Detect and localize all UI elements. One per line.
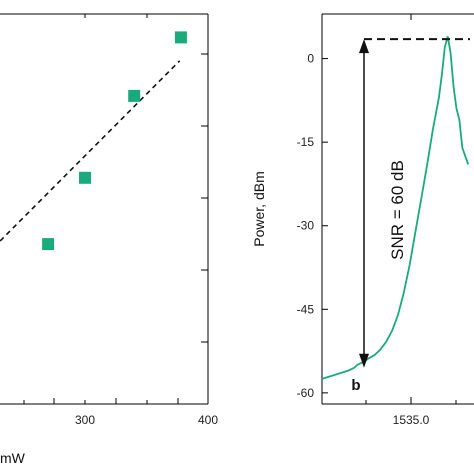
data-points: [42, 31, 187, 251]
right-panel: 0 -15 -30 -45 -60 1535.0 Power, dBm SNR = 60…: [251, 13, 474, 427]
data-point: [128, 89, 141, 102]
right-x-tick-label: 1535.0: [393, 413, 430, 427]
fit-line-segment: [0, 60, 181, 243]
data-point: [42, 238, 55, 251]
left-right-ticks: [201, 53, 208, 343]
y-tick-label: -15: [297, 135, 315, 149]
panel-label-b: b: [351, 377, 360, 394]
left-x-tick-label: 300: [75, 413, 95, 427]
snr-arrowhead-down: [359, 353, 369, 368]
snr-annotation: SNR = 60 dB: [388, 160, 407, 260]
left-x-tick-label: 400: [198, 413, 218, 427]
data-point: [79, 171, 91, 184]
spectrum-trace: [321, 36, 470, 380]
right-x-ticks: [365, 14, 457, 404]
left-panel: 300 400 mW: [0, 13, 218, 466]
fit-line: [0, 60, 181, 243]
right-y-axis-title: Power, dBm: [251, 171, 267, 246]
data-point: [174, 31, 187, 44]
right-y-ticks: 0 -15 -30 -45 -60: [297, 52, 328, 400]
y-tick-label: 0: [307, 52, 314, 66]
left-x-ticks: [23, 14, 179, 404]
snr-arrowhead-up: [359, 39, 369, 54]
y-tick-label: -45: [297, 302, 315, 316]
y-tick-label: -30: [297, 219, 315, 233]
left-x-axis-title: mW: [0, 450, 26, 466]
snr-marker: [359, 38, 470, 368]
y-tick-label: -60: [297, 386, 315, 400]
